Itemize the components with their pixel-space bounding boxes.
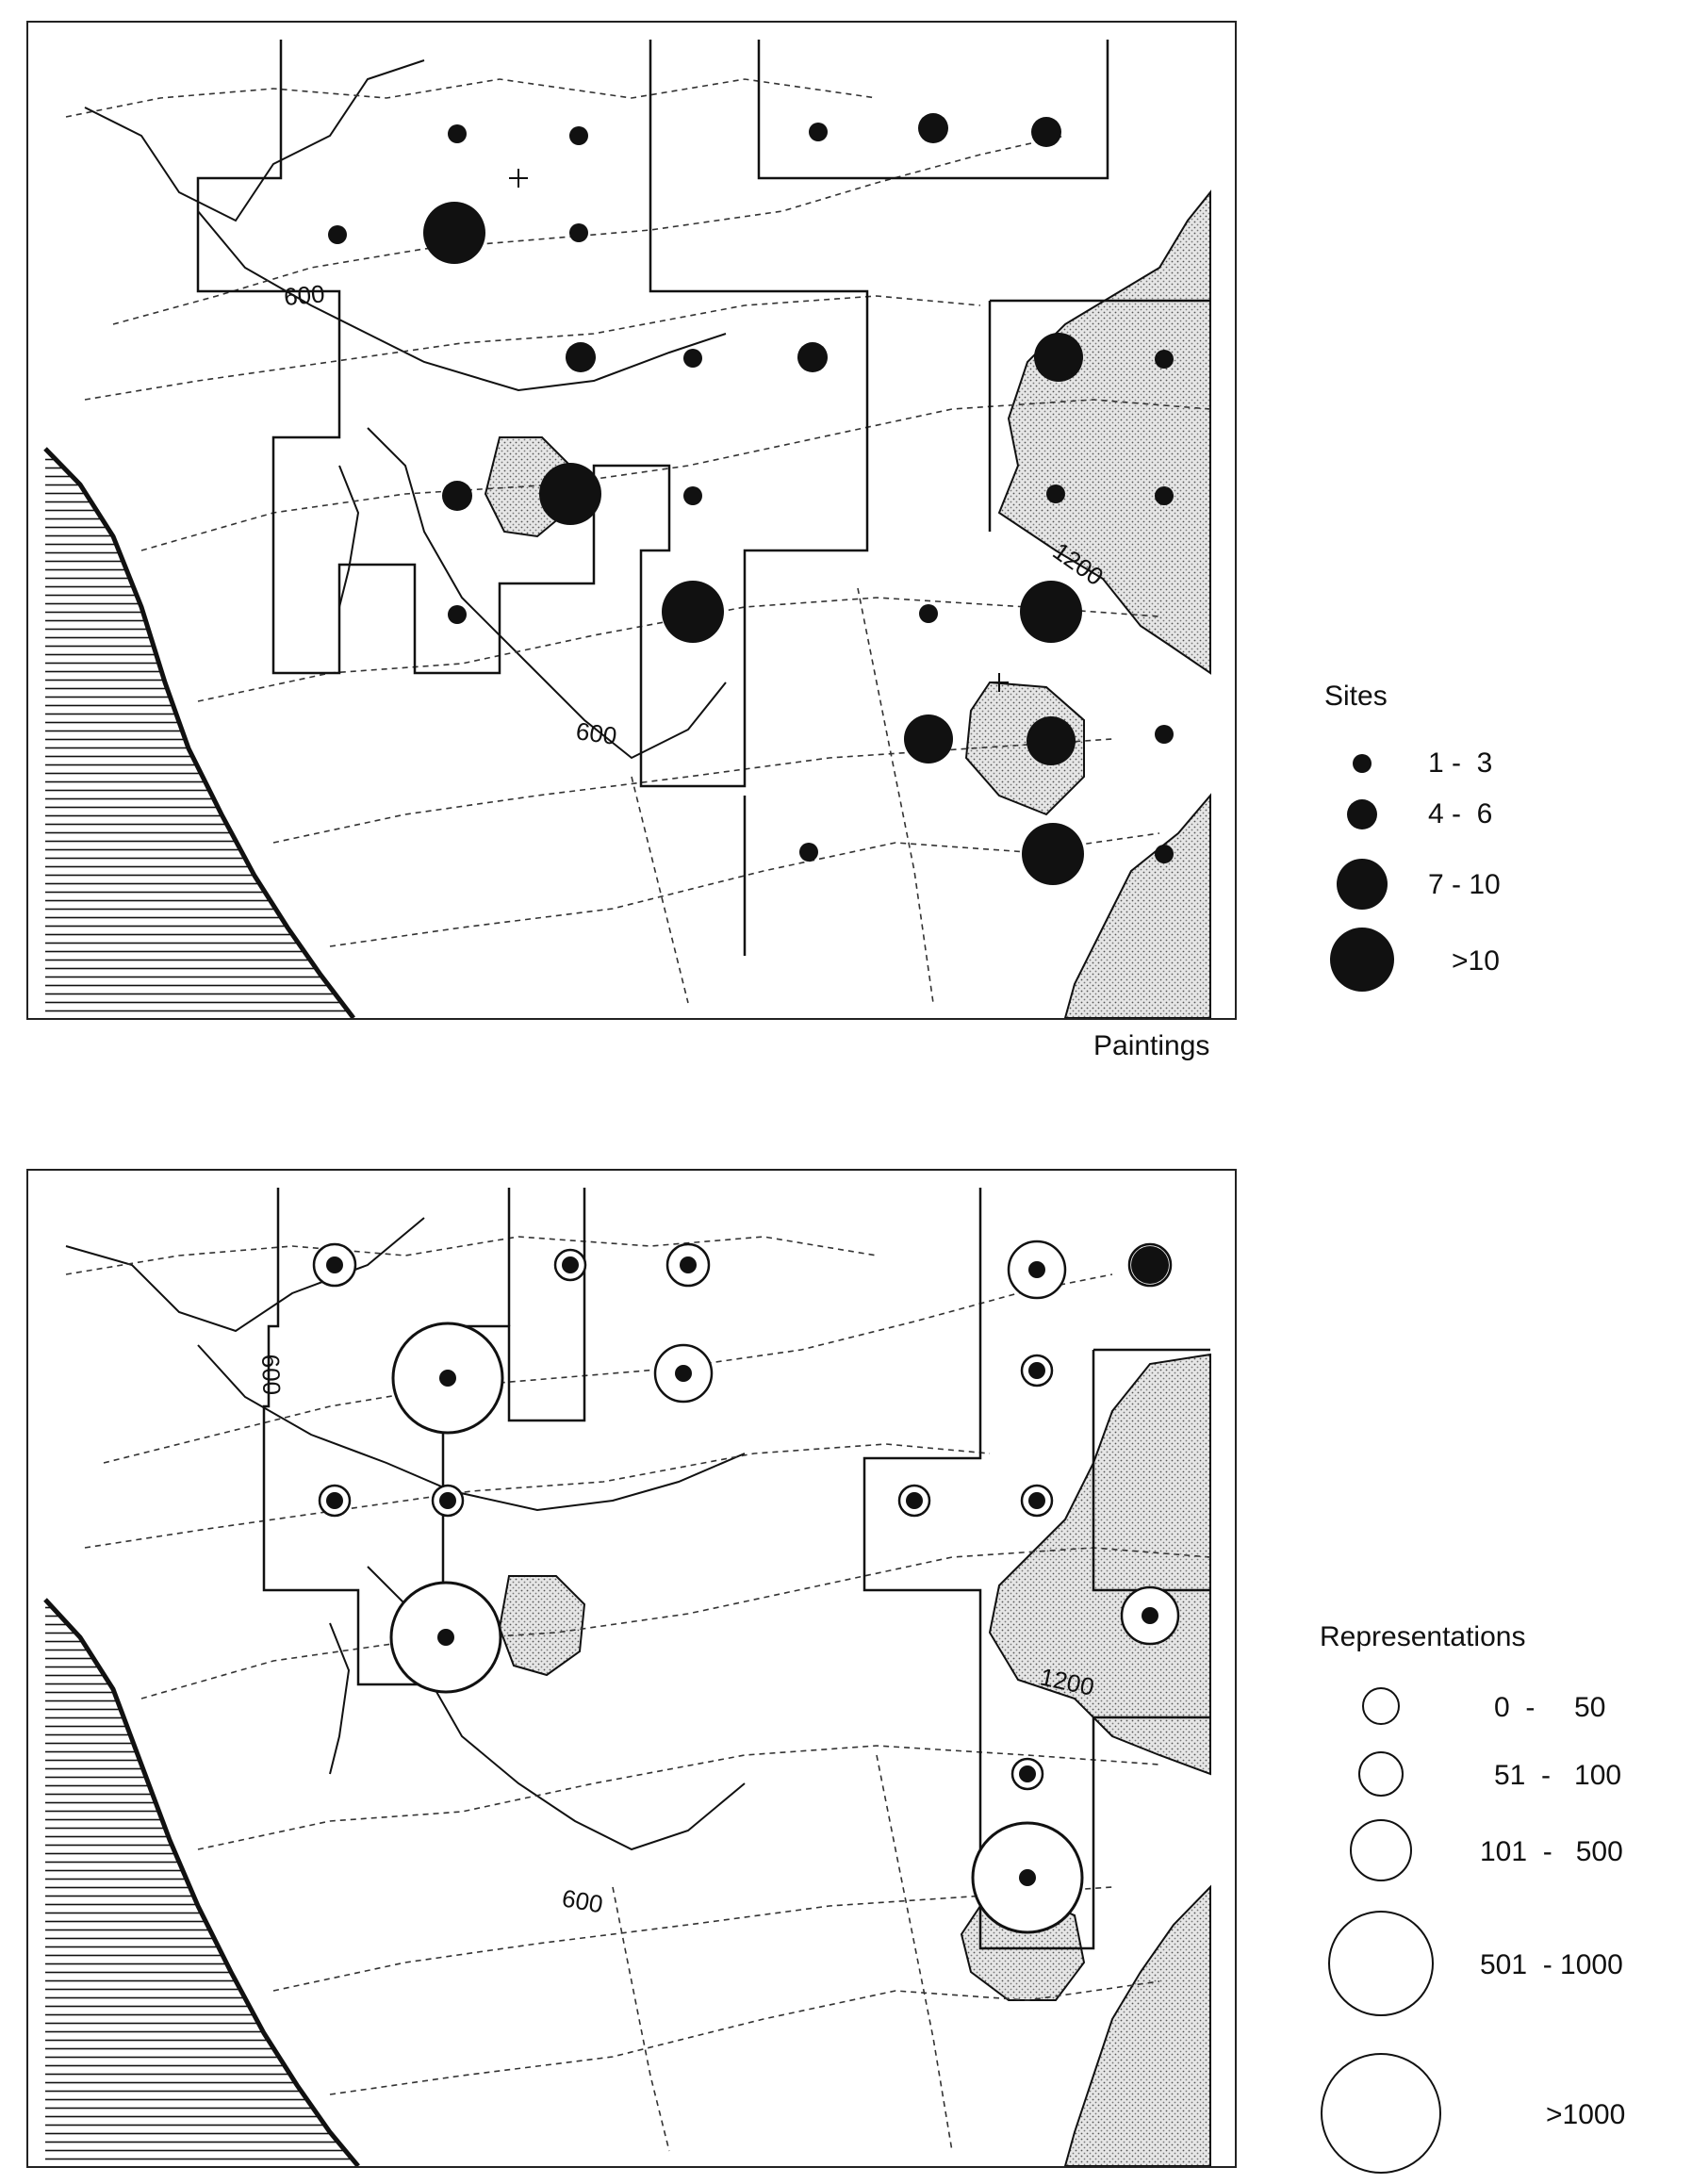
legend-swatch-1-3: [1353, 754, 1372, 773]
representation-symbol-class-1: [553, 1248, 587, 1282]
sea-area: [45, 449, 353, 1018]
site-symbol-class-1: [683, 486, 702, 505]
representations-map-canvas: 600 600 1200: [43, 1188, 1211, 2166]
representation-symbol-class-5: [389, 1581, 502, 1694]
highland-southeast: [1063, 793, 1211, 1018]
site-symbol-class-1: [1155, 486, 1174, 505]
site-symbol-class-2: [442, 481, 472, 511]
legend-sites-swatches: [1330, 754, 1394, 992]
coastline: [43, 1598, 360, 2166]
sea-area: [45, 1600, 358, 2166]
legend-label-51-100: 51 - 100: [1494, 1760, 1622, 1791]
site-symbol-class-1: [683, 349, 702, 368]
survey-grid: [262, 1188, 1210, 1950]
representation-symbol-class-3: [1007, 1240, 1067, 1300]
paintings-map-canvas: 600 600 1200: [43, 40, 1211, 1018]
legend-swatch-501-1000: [1328, 1911, 1434, 2016]
legend-label-501-1000: 501 - 1000: [1480, 1949, 1623, 1980]
site-symbol-class-1: [809, 123, 828, 141]
plus-marker: [509, 169, 1009, 692]
legend-label-over-10: >10: [1452, 945, 1500, 977]
site-symbol-class-4: [423, 202, 485, 264]
legend-swatch-0-50: [1362, 1687, 1400, 1725]
site-symbol-class-1: [328, 225, 347, 244]
legend-swatch-4-6: [1347, 799, 1377, 829]
legend-label-1-3: 1 - 3: [1428, 747, 1493, 779]
representation-symbol-class-1: [431, 1484, 465, 1518]
site-symbol-class-4: [539, 463, 601, 525]
contour-label-600-north: 600: [256, 1354, 286, 1395]
representation-symbol-class-3: [653, 1343, 714, 1404]
legend-title-sites: Sites: [1324, 681, 1388, 712]
site-symbol-class-1: [448, 124, 467, 143]
legend-label-4-6: 4 - 6: [1428, 798, 1493, 829]
paintings-map: 600 600 1200: [26, 21, 1237, 1020]
representation-symbol-class-2: [1127, 1242, 1173, 1288]
representation-symbol-class-1: [1020, 1484, 1054, 1518]
site-symbol-class-1: [448, 605, 467, 624]
representation-symbol-class-1: [1020, 1354, 1054, 1388]
site-symbol-class-1: [1155, 350, 1174, 369]
site-symbol-class-4: [1020, 581, 1082, 643]
site-symbols: [328, 113, 1174, 885]
legend-swatch-7-10: [1337, 859, 1388, 910]
survey-grid: [196, 40, 1210, 956]
contour-label-600-south: 600: [574, 716, 618, 750]
site-symbol-class-3: [904, 714, 953, 764]
representation-symbol-class-1: [897, 1484, 931, 1518]
representation-symbol-class-5: [971, 1821, 1084, 1934]
representation-symbol-class-2: [665, 1242, 711, 1288]
site-symbol-class-3: [1034, 333, 1083, 382]
legend-label-0-50: 0 - 50: [1494, 1692, 1606, 1723]
site-symbol-class-1: [799, 843, 818, 862]
site-symbol-class-3: [1027, 716, 1076, 765]
legend-swatch-101-500: [1350, 1819, 1412, 1881]
highland-west-central: [498, 1575, 586, 1677]
site-symbol-class-2: [1031, 117, 1061, 147]
representation-symbol-class-2: [312, 1242, 357, 1288]
representation-symbol-class-1: [318, 1484, 352, 1518]
legend-title-representations: Representations: [1320, 1621, 1526, 1652]
legend-label-7-10: 7 - 10: [1428, 869, 1501, 900]
representations-map: 600 600 1200: [26, 1169, 1237, 2168]
site-symbol-class-1: [569, 223, 588, 242]
site-symbol-class-1: [1155, 845, 1174, 863]
legend-swatch-over-10: [1330, 928, 1394, 992]
legend-swatch-over-1000: [1321, 2053, 1441, 2174]
legend-representations-swatches: [1321, 1687, 1441, 2174]
map-caption-paintings: Paintings: [1093, 1030, 1210, 1061]
site-symbol-class-1: [569, 126, 588, 145]
representation-symbol-class-3: [1120, 1585, 1180, 1646]
site-symbol-class-2: [918, 113, 948, 143]
site-symbol-class-4: [1022, 823, 1084, 885]
legend-label-101-500: 101 - 500: [1480, 1836, 1623, 1867]
representation-symbol-class-1: [1010, 1757, 1044, 1791]
legend-swatch-51-100: [1358, 1751, 1404, 1797]
rivers: [65, 1236, 1211, 2152]
site-symbol-class-2: [797, 342, 828, 372]
highland-east: [988, 1353, 1211, 1776]
representation-symbol-class-5: [391, 1322, 504, 1435]
coastline: [43, 447, 355, 1018]
highland-east: [997, 189, 1211, 675]
legend-label-over-1000: >1000: [1546, 2099, 1626, 2130]
site-symbol-class-4: [662, 581, 724, 643]
site-symbol-class-2: [566, 342, 596, 372]
site-symbol-class-1: [919, 604, 938, 623]
highland-south-central: [964, 681, 1085, 816]
representation-symbols: [312, 1240, 1180, 1934]
contour-600: [84, 59, 727, 760]
highland-southeast: [1063, 1884, 1211, 2166]
contour-600: [65, 1217, 746, 1851]
contour-label-600-north: 600: [283, 279, 326, 311]
site-symbol-class-1: [1046, 484, 1065, 503]
contour-label-600-south: 600: [560, 1883, 605, 1918]
site-symbol-class-1: [1155, 725, 1174, 744]
